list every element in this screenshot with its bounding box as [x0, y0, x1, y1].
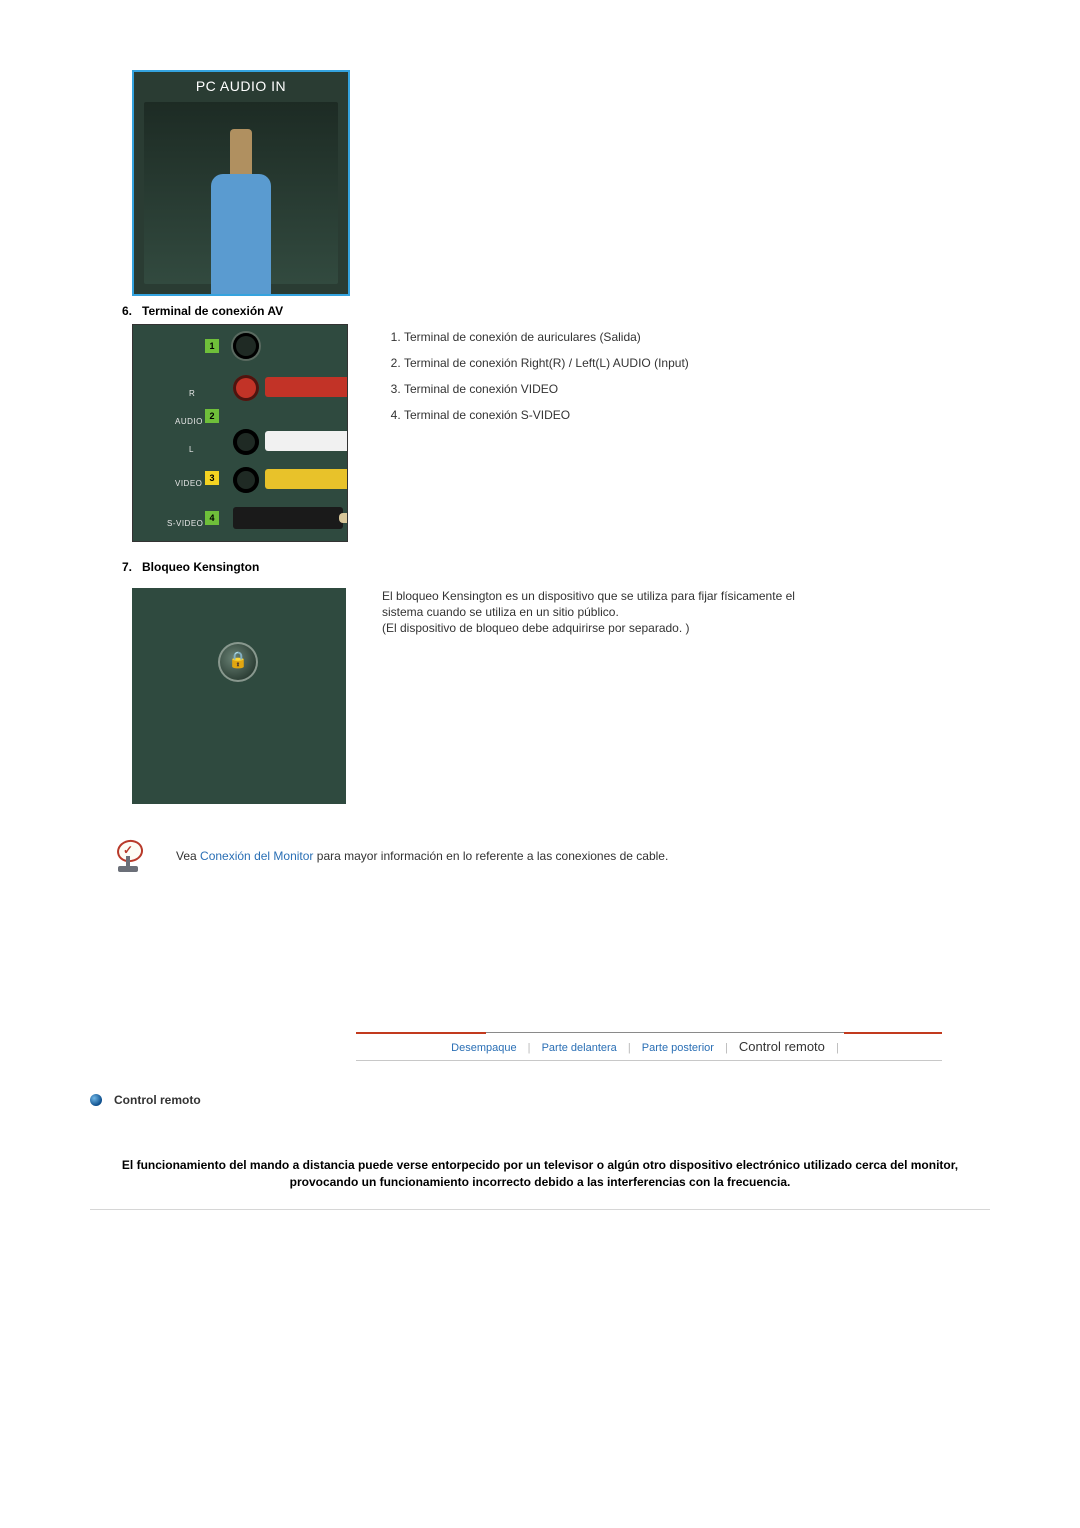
av-terminal-list: Terminal de conexión de auriculares (Sal…	[384, 324, 689, 434]
av-tag-3: 3	[205, 471, 219, 485]
audio-l-jack	[233, 429, 259, 455]
section-6-title: Terminal de conexión AV	[142, 304, 283, 318]
label-audio: AUDIO	[175, 417, 203, 426]
pc-audio-in-photo: PC AUDIO IN	[132, 70, 350, 296]
tip-prefix: Vea	[176, 849, 200, 863]
bullet-icon	[90, 1094, 102, 1106]
list-item: Terminal de conexión S-VIDEO	[404, 408, 689, 422]
list-item: Terminal de conexión de auriculares (Sal…	[404, 330, 689, 344]
section-nav: Desempaque | Parte delantera | Parte pos…	[356, 1032, 942, 1061]
tip-link[interactable]: Conexión del Monitor	[200, 849, 313, 863]
label-r: R	[189, 389, 195, 398]
list-item: Terminal de conexión Right(R) / Left(L) …	[404, 356, 689, 370]
nav-link-parte-delantera[interactable]: Parte delantera	[542, 1042, 617, 1054]
headphone-jack	[233, 333, 259, 359]
cable-white	[347, 436, 348, 446]
nav-link-desempaque[interactable]: Desempaque	[451, 1042, 516, 1054]
kensington-desc-1: El bloqueo Kensington es un dispositivo …	[382, 589, 795, 619]
tip-suffix: para mayor información en lo referente a…	[313, 849, 668, 863]
tip-icon: ✓	[114, 840, 142, 872]
plug-svideo	[233, 507, 343, 529]
label-l: L	[189, 445, 194, 454]
cable-yellow	[347, 474, 348, 484]
av-tag-2: 2	[205, 409, 219, 423]
plug-red	[265, 377, 348, 397]
av-tag-4: 4	[205, 511, 219, 525]
list-item: Terminal de conexión VIDEO	[404, 382, 689, 396]
label-video: VIDEO	[175, 479, 202, 488]
nav-accent-right	[844, 1032, 942, 1034]
kensington-photo: 🔒	[132, 588, 346, 804]
nav-separator: |	[528, 1042, 531, 1054]
subsection-title: Control remoto	[114, 1093, 201, 1107]
kensington-desc-2: (El dispositivo de bloqueo debe adquirir…	[382, 621, 690, 635]
nav-link-control-remoto[interactable]: Control remoto	[739, 1039, 825, 1054]
pc-audio-in-label: PC AUDIO IN	[134, 78, 348, 94]
plug-yellow	[265, 469, 348, 489]
video-jack	[233, 467, 259, 493]
tip-text: Vea Conexión del Monitor para mayor info…	[176, 849, 668, 863]
nav-link-parte-posterior[interactable]: Parte posterior	[642, 1042, 714, 1054]
nav-separator: |	[836, 1042, 839, 1054]
cable-red	[347, 382, 348, 392]
av-tag-1: 1	[205, 339, 219, 353]
label-svideo: S-VIDEO	[167, 519, 203, 528]
nav-accent-left	[356, 1032, 486, 1034]
av-terminal-photo: R AUDIO L VIDEO S-VIDEO 1 2 3 4	[132, 324, 348, 542]
kensington-description: El bloqueo Kensington es un dispositivo …	[382, 588, 802, 637]
audio-plug-tip	[230, 129, 252, 179]
section-6-heading: 6. Terminal de conexión AV	[90, 304, 990, 324]
lock-icon: 🔒	[228, 650, 248, 670]
tip-row: ✓ Vea Conexión del Monitor para mayor in…	[114, 840, 990, 872]
audio-plug-body	[211, 174, 271, 294]
section-7-heading: 7. Bloqueo Kensington	[90, 560, 990, 580]
plug-white	[265, 431, 348, 451]
subsection-header: Control remoto	[90, 1093, 990, 1107]
section-6-number: 6.	[90, 304, 142, 318]
section-7-title: Bloqueo Kensington	[142, 560, 259, 574]
section-7-number: 7.	[90, 560, 142, 574]
interference-warning: El funcionamiento del mando a distancia …	[90, 1157, 990, 1210]
cable-svideo	[339, 513, 348, 523]
nav-separator: |	[628, 1042, 631, 1054]
audio-r-jack	[233, 375, 259, 401]
nav-separator: |	[725, 1042, 728, 1054]
